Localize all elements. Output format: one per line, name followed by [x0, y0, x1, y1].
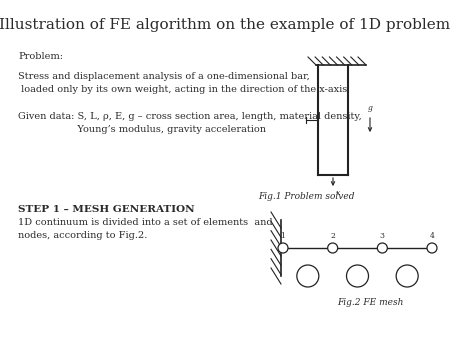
Circle shape [328, 243, 338, 253]
Text: 4: 4 [430, 232, 434, 240]
Circle shape [378, 243, 387, 253]
Circle shape [278, 243, 288, 253]
Circle shape [427, 243, 437, 253]
Text: Problem:: Problem: [18, 52, 63, 61]
Circle shape [297, 265, 319, 287]
Text: Illustration of FE algorithm on the example of 1D problem: Illustration of FE algorithm on the exam… [0, 18, 450, 32]
Text: 2: 2 [355, 272, 360, 280]
Text: 1: 1 [280, 232, 285, 240]
Text: 1D continuum is divided into a set of elements  and
nodes, according to Fig.2.: 1D continuum is divided into a set of el… [18, 218, 273, 240]
Text: x: x [336, 189, 340, 197]
Circle shape [346, 265, 369, 287]
Circle shape [396, 265, 418, 287]
Text: Stress and displacement analysis of a one-dimensional bar,
 loaded only by its o: Stress and displacement analysis of a on… [18, 72, 347, 94]
Text: Fig.2 FE mesh: Fig.2 FE mesh [337, 298, 403, 307]
Text: 2: 2 [330, 232, 335, 240]
Text: 3: 3 [405, 272, 410, 280]
Text: Fig.1 Problem solved: Fig.1 Problem solved [258, 192, 355, 201]
Text: 3: 3 [380, 232, 385, 240]
Text: STEP 1 – MESH GENERATION: STEP 1 – MESH GENERATION [18, 205, 194, 214]
Text: Given data: S, L, ρ, E, g – cross section area, length, material density,
      : Given data: S, L, ρ, E, g – cross sectio… [18, 112, 362, 134]
Text: 1: 1 [305, 272, 310, 280]
Text: g: g [368, 104, 373, 112]
